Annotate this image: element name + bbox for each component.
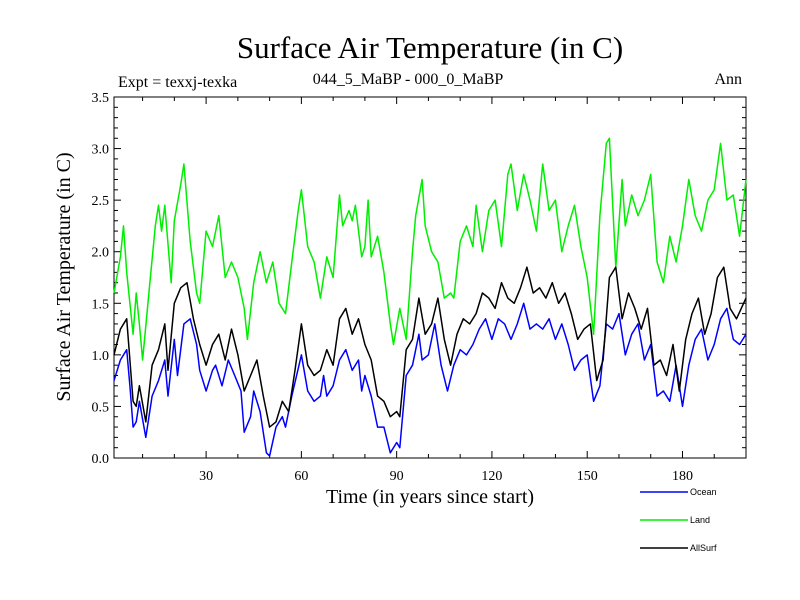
x-tick-label: 150 (577, 469, 598, 484)
y-tick-label: 3.0 (92, 143, 110, 158)
y-tick-label: 2.5 (92, 194, 110, 209)
series-line-allsurf (113, 266, 747, 428)
x-tick-label: 90 (390, 469, 404, 484)
legend-label-allsurf: AllSurf (690, 543, 717, 553)
x-tick-label: 180 (672, 469, 693, 484)
series-line-ocean (113, 302, 747, 457)
y-tick-label: 0.0 (92, 452, 110, 467)
y-tick-label: 1.0 (92, 349, 110, 364)
y-tick-label: 3.5 (92, 91, 110, 106)
y-tick-label: 2.0 (92, 246, 110, 261)
experiment-label: Expt = texxj-texka (118, 74, 237, 91)
x-axis-title: Time (in years since start) (326, 486, 534, 508)
series-lines (113, 137, 747, 457)
chart-subtitle: 044_5_MaBP - 000_0_MaBP (313, 71, 504, 88)
y-tick-label: 1.5 (92, 297, 110, 312)
x-tick-label: 120 (481, 469, 502, 484)
x-axis-ticks: 30 60 90 120 150 180 (142, 97, 715, 484)
legend: Ocean Land AllSurf (640, 487, 717, 553)
x-tick-label: 60 (294, 469, 308, 484)
series-line-land (113, 137, 747, 361)
period-label: Ann (714, 71, 742, 88)
plot-frame (113, 96, 747, 459)
x-tick-label: 30 (199, 469, 213, 484)
chart-title: Surface Air Temperature (in C) (237, 30, 623, 65)
y-axis-ticks: 0.0 0.5 1.0 1.5 2.0 2.5 3.0 3.5 (92, 91, 746, 467)
legend-label-land: Land (690, 515, 710, 525)
y-tick-label: 0.5 (92, 400, 110, 415)
y-axis-title: Surface Air Temperature (in C) (53, 152, 75, 401)
legend-label-ocean: Ocean (690, 487, 717, 497)
